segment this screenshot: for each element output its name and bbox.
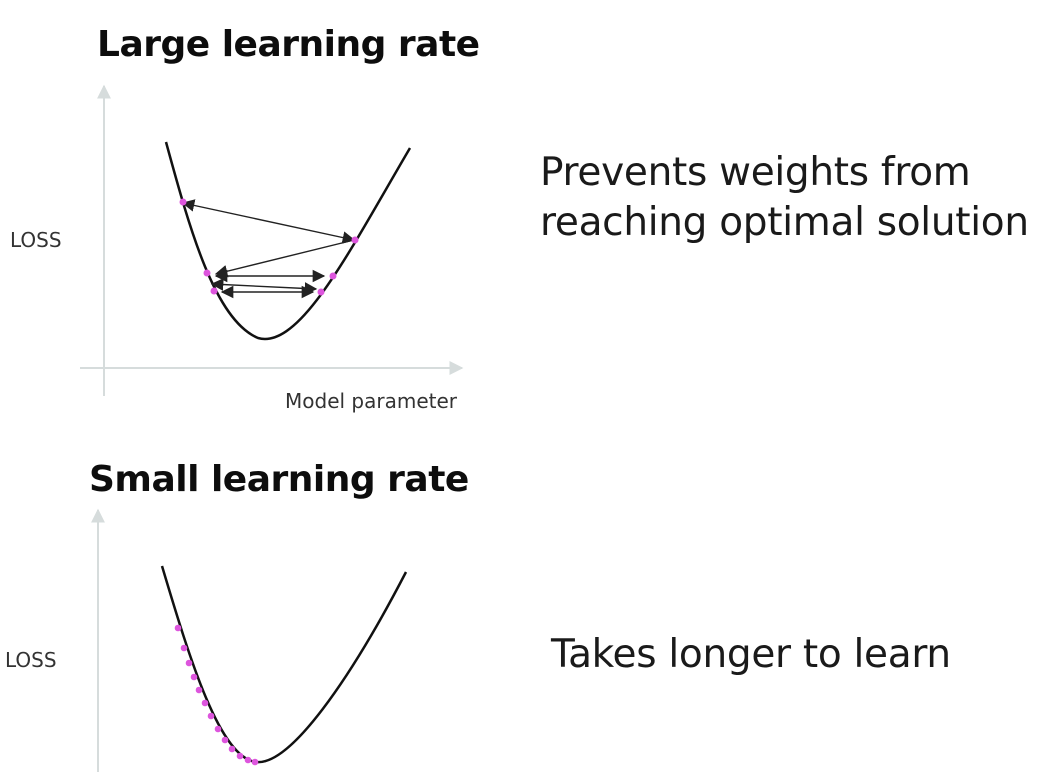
small-lr-step-point	[244, 756, 252, 764]
small-lr-step-point	[201, 699, 209, 707]
large-lr-step-point	[179, 198, 187, 206]
large-lr-step-point	[210, 287, 218, 295]
small-lr-chart	[91, 508, 408, 772]
small-lr-loss-curve	[160, 565, 408, 764]
small-lr-step-point	[190, 673, 198, 681]
large-lr-loss-axis-label: LOSS	[10, 228, 62, 252]
small-lr-step-point	[207, 712, 215, 720]
small-lr-step-point	[251, 758, 259, 766]
small-lr-step-point	[180, 644, 188, 652]
small-learning-rate-title: Small learning rate	[89, 459, 469, 500]
large-lr-step-point	[351, 236, 359, 244]
large-lr-description: Prevents weights from reaching optimal s…	[540, 148, 1029, 248]
large-lr-chart	[80, 84, 464, 396]
small-lr-step-point	[236, 752, 244, 760]
large-lr-description-line-1: Prevents weights from	[540, 150, 971, 195]
small-lr-description: Takes longer to learn	[551, 632, 951, 677]
small-lr-step-point	[195, 686, 203, 694]
large-lr-step-point	[203, 269, 211, 277]
large-lr-step-arrow	[181, 199, 356, 244]
large-lr-loss-curve	[164, 141, 412, 341]
large-lr-step-point	[329, 272, 337, 280]
small-lr-loss-axis-label: LOSS	[5, 648, 57, 672]
large-lr-description-line-2: reaching optimal solution	[540, 200, 1029, 245]
small-lr-step-point	[221, 736, 229, 744]
small-lr-step-point	[174, 624, 182, 632]
large-lr-step-arrow	[210, 278, 318, 295]
large-learning-rate-title: Large learning rate	[97, 24, 480, 65]
large-lr-x-axis-label: Model parameter	[285, 389, 457, 413]
small-lr-step-point	[228, 745, 236, 753]
large-lr-step-arrow	[214, 239, 355, 278]
small-lr-step-point	[185, 659, 193, 667]
large-lr-step-point	[317, 288, 325, 296]
small-lr-step-point	[214, 725, 222, 733]
